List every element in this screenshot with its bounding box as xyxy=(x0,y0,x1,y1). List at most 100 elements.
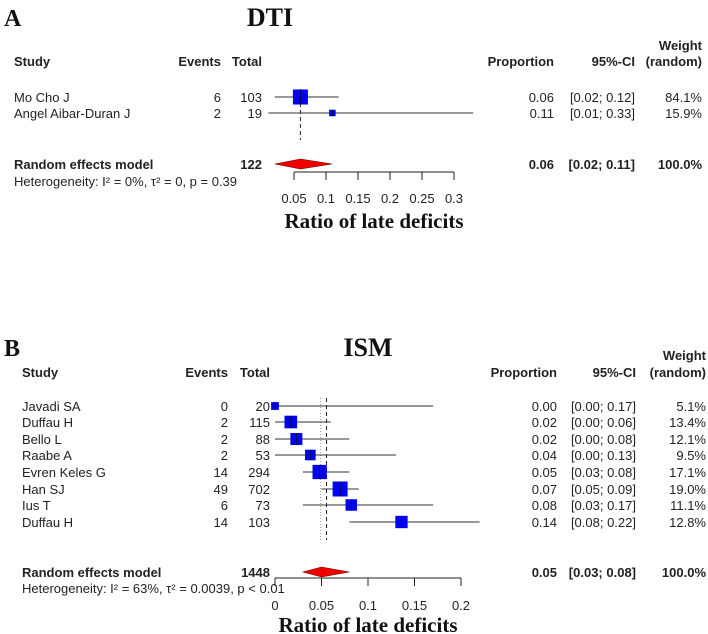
x-tick-label: 0.25 xyxy=(409,191,434,206)
study-weight: 12.1% xyxy=(669,432,706,447)
header-study: Study xyxy=(22,365,59,380)
summary-proportion: 0.05 xyxy=(532,565,557,580)
study-name: Raabe A xyxy=(22,448,72,463)
header-weight-random: (random) xyxy=(646,54,702,69)
study-ci: [0.00; 0.17] xyxy=(571,399,636,414)
study-ci: [0.08; 0.22] xyxy=(571,515,636,530)
summary-total: 1448 xyxy=(241,565,270,580)
study-proportion: 0.00 xyxy=(532,399,557,414)
study-total: 20 xyxy=(256,399,270,414)
x-tick-label: 0.05 xyxy=(281,191,306,206)
study-proportion: 0.05 xyxy=(532,465,557,480)
header-study: Study xyxy=(14,54,51,69)
study-proportion: 0.02 xyxy=(532,415,557,430)
summary-diamond xyxy=(301,566,350,578)
study-name: Javadi SA xyxy=(22,399,81,414)
panel-label: B xyxy=(4,336,20,362)
study-total: 73 xyxy=(256,498,270,513)
study-events: 2 xyxy=(221,432,228,447)
study-events: 14 xyxy=(214,465,228,480)
x-axis-label: Ratio of late deficits xyxy=(284,209,463,233)
study-name: Duffau H xyxy=(22,515,73,530)
study-proportion: 0.11 xyxy=(530,106,554,121)
study-events: 2 xyxy=(221,415,228,430)
x-tick-label: 0.15 xyxy=(402,598,427,613)
header-total: Total xyxy=(240,365,270,380)
study-weight: 19.0% xyxy=(669,482,706,497)
x-tick-label: 0.2 xyxy=(452,598,470,613)
study-ci: [0.00; 0.08] xyxy=(571,432,636,447)
study-total: 103 xyxy=(248,515,270,530)
study-name: Ius T xyxy=(22,498,51,513)
study-total: 294 xyxy=(248,465,270,480)
summary-label: Random effects model xyxy=(22,565,161,580)
summary-weight: 100.0% xyxy=(662,565,707,580)
study-name: Duffau H xyxy=(22,415,73,430)
study-events: 2 xyxy=(214,106,221,121)
study-events: 49 xyxy=(214,482,228,497)
study-total: 115 xyxy=(249,415,270,430)
heterogeneity-text: Heterogeneity: I² = 0%, τ² = 0, p = 0.39 xyxy=(14,174,237,189)
header-ci: 95%-CI xyxy=(592,54,635,69)
summary-total: 122 xyxy=(240,157,262,172)
header-events: Events xyxy=(178,54,221,69)
x-tick-label: 0.3 xyxy=(445,191,463,206)
study-ci: [0.00; 0.13] xyxy=(571,448,636,463)
study-proportion: 0.06 xyxy=(529,90,554,105)
x-tick-label: 0.1 xyxy=(317,191,335,206)
study-weight: 5.1% xyxy=(676,399,706,414)
study-ci: [0.02; 0.12] xyxy=(570,90,635,105)
x-tick-label: 0.05 xyxy=(309,598,334,613)
study-proportion: 0.04 xyxy=(532,448,557,463)
study-weight: 17.1% xyxy=(669,465,706,480)
chart-title: DTI xyxy=(247,3,293,32)
panel-label: A xyxy=(4,6,22,32)
header-events: Events xyxy=(185,365,228,380)
header-proportion: Proportion xyxy=(488,54,554,69)
summary-ci: [0.03; 0.08] xyxy=(569,565,636,580)
study-ci: [0.01; 0.33] xyxy=(570,106,635,121)
study-events: 14 xyxy=(214,515,228,530)
study-name: Bello L xyxy=(22,432,62,447)
x-tick-label: 0.15 xyxy=(345,191,370,206)
study-total: 19 xyxy=(248,106,262,121)
study-weight: 15.9% xyxy=(665,106,702,121)
study-name: Evren Keles G xyxy=(22,465,106,480)
header-weight-random: (random) xyxy=(650,365,706,380)
study-total: 103 xyxy=(240,90,262,105)
study-ci: [0.03; 0.17] xyxy=(571,498,636,513)
header-weight: Weight xyxy=(659,38,703,53)
summary-weight: 100.0% xyxy=(658,157,703,172)
header-ci: 95%-CI xyxy=(593,365,636,380)
study-proportion: 0.07 xyxy=(532,482,557,497)
study-weight: 9.5% xyxy=(676,448,706,463)
study-weight: 13.4% xyxy=(669,415,706,430)
study-name: Han SJ xyxy=(22,482,65,497)
study-proportion: 0.14 xyxy=(532,515,557,530)
study-weight: 12.8% xyxy=(669,515,706,530)
study-ci: [0.00; 0.06] xyxy=(571,415,636,430)
study-proportion: 0.02 xyxy=(532,432,557,447)
header-weight: Weight xyxy=(663,348,707,363)
summary-label: Random effects model xyxy=(14,157,153,172)
study-events: 2 xyxy=(221,448,228,463)
study-weight: 11.1% xyxy=(670,498,706,513)
heterogeneity-text: Heterogeneity: I² = 63%, τ² = 0.0039, p … xyxy=(22,581,285,596)
study-total: 53 xyxy=(256,448,270,463)
summary-diamond xyxy=(274,158,333,170)
study-events: 0 xyxy=(221,399,228,414)
x-tick-label: 0 xyxy=(271,598,278,613)
study-name: Mo Cho J xyxy=(14,90,70,105)
study-events: 6 xyxy=(221,498,228,513)
header-total: Total xyxy=(232,54,262,69)
study-ci: [0.05; 0.09] xyxy=(571,482,636,497)
study-ci: [0.03; 0.08] xyxy=(571,465,636,480)
header-proportion: Proportion xyxy=(491,365,557,380)
chart-title: ISM xyxy=(343,333,392,362)
study-name: Angel Aibar-Duran J xyxy=(14,106,130,121)
summary-ci: [0.02; 0.11] xyxy=(569,157,636,172)
study-events: 6 xyxy=(214,90,221,105)
study-proportion: 0.08 xyxy=(532,498,557,513)
study-total: 88 xyxy=(256,432,270,447)
